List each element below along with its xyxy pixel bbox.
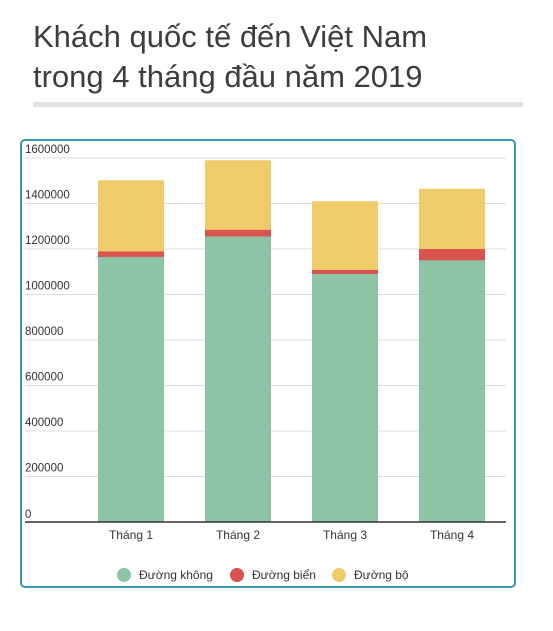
y-tick-label: 1600000 bbox=[25, 144, 70, 156]
x-tick-label: Tháng 4 bbox=[430, 528, 474, 542]
bar-segment bbox=[419, 249, 485, 261]
chart-title: Khách quốc tế đến Việt Nam trong 4 tháng… bbox=[33, 17, 533, 97]
bar-segment bbox=[98, 251, 164, 257]
y-tick-label: 600000 bbox=[25, 372, 63, 384]
y-tick-label: 400000 bbox=[25, 417, 63, 429]
legend-label: Đường không bbox=[139, 568, 213, 582]
chart-title-line-1: Khách quốc tế đến Việt Nam bbox=[33, 19, 428, 54]
y-tick-label: 200000 bbox=[25, 463, 63, 475]
legend-label: Đường bộ bbox=[354, 568, 409, 582]
legend-swatch bbox=[230, 568, 244, 582]
legend-label: Đường biển bbox=[252, 568, 316, 582]
y-tick-label: 0 bbox=[25, 509, 31, 521]
bar-segment bbox=[205, 160, 271, 230]
bar-segment bbox=[98, 256, 164, 522]
bar-segment bbox=[419, 188, 485, 249]
y-tick-label: 1200000 bbox=[25, 235, 70, 247]
x-tick-label: Tháng 3 bbox=[323, 528, 367, 542]
title-divider bbox=[33, 102, 523, 107]
bar-segment bbox=[312, 201, 378, 270]
x-tick-label: Tháng 2 bbox=[216, 528, 260, 542]
bar-segment bbox=[312, 274, 378, 522]
x-tick-label: Tháng 1 bbox=[109, 528, 153, 542]
legend-swatch bbox=[332, 568, 346, 582]
y-tick-label: 1400000 bbox=[25, 190, 70, 202]
bar-segment bbox=[205, 229, 271, 237]
y-tick-label: 1000000 bbox=[25, 281, 70, 293]
bar-segment bbox=[205, 236, 271, 523]
bar-segment bbox=[419, 260, 485, 522]
chart-title-line-2: trong 4 tháng đầu năm 2019 bbox=[33, 59, 423, 94]
bar-segment bbox=[98, 180, 164, 252]
legend-swatch bbox=[117, 568, 131, 582]
y-tick-label: 800000 bbox=[25, 326, 63, 338]
bar-segment bbox=[312, 269, 378, 275]
